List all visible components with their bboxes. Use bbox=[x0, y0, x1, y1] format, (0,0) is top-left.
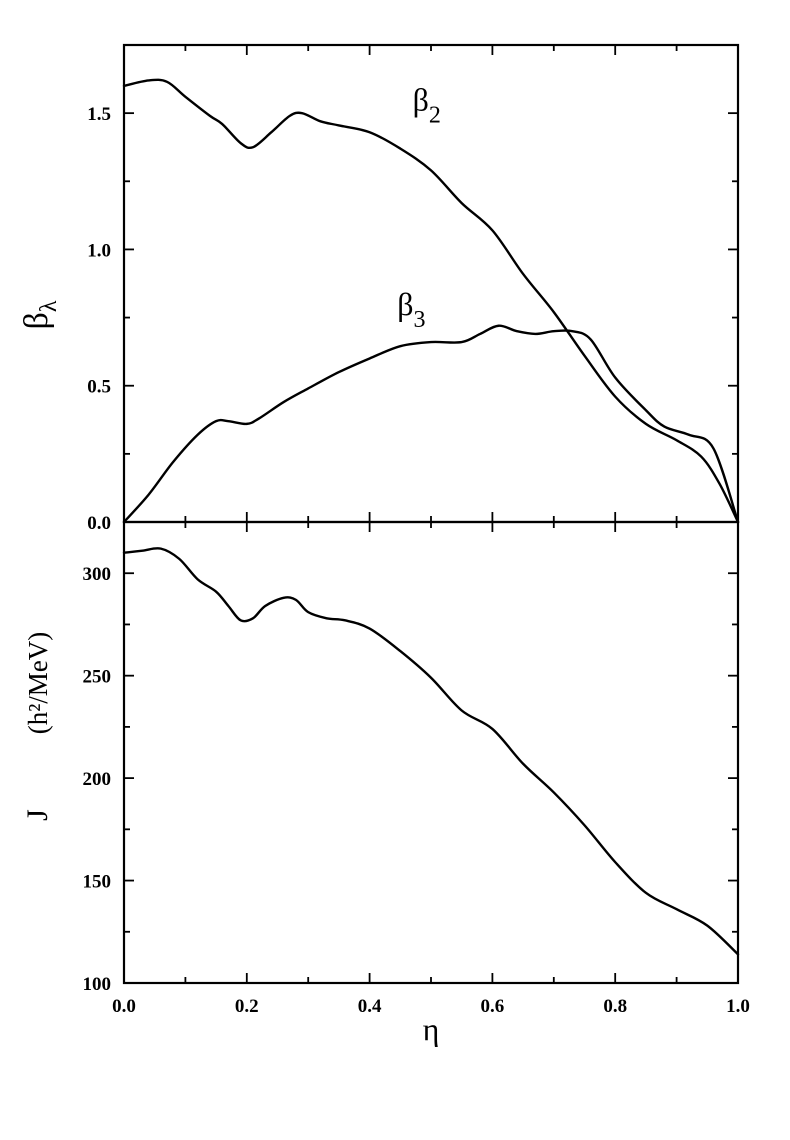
series-line-beta-3 bbox=[122, 324, 740, 524]
y-tick-label: 0.5 bbox=[87, 377, 111, 398]
x-tick-label: 0.4 bbox=[358, 996, 382, 1017]
top-panel: 0.0 0.5 1.0 1.5 β2 β3 βλ bbox=[18, 43, 740, 534]
bottom-y-axis-symbol: J bbox=[21, 809, 54, 821]
bottom-ticks bbox=[124, 522, 738, 983]
top-ytick-labels: 0.0 0.5 1.0 1.5 bbox=[87, 104, 111, 534]
top-y-axis-label: βλ bbox=[18, 300, 62, 329]
y-tick-label: 0.0 bbox=[87, 513, 111, 534]
x-tick-label: 0.8 bbox=[603, 996, 627, 1017]
series-line-beta-2 bbox=[122, 78, 740, 524]
top-series bbox=[122, 78, 740, 524]
y-tick-label: 150 bbox=[83, 872, 112, 893]
x-tick-label: 1.0 bbox=[726, 996, 750, 1017]
bottom-ytick-labels: 100 150 200 250 300 bbox=[83, 564, 112, 995]
bottom-xtick-labels: 0.0 0.2 0.4 0.6 0.8 1.0 bbox=[112, 996, 750, 1017]
y-tick-label: 200 bbox=[83, 769, 112, 790]
y-tick-label: 300 bbox=[83, 564, 112, 585]
bottom-panel: 100 150 200 250 300 0.0 0.2 0.4 0.6 0.8 1.0 J (h²… bbox=[21, 520, 750, 1047]
y-tick-label: 250 bbox=[83, 667, 112, 688]
y-tick-label: 1.0 bbox=[87, 240, 111, 261]
top-series-labels: β2 β3 bbox=[397, 81, 441, 332]
series-line-j bbox=[122, 547, 740, 956]
bottom-series bbox=[122, 547, 740, 956]
bottom-y-axis-unit: (h²/MeV) bbox=[23, 632, 53, 735]
series-label-beta-3: β3 bbox=[397, 286, 425, 333]
y-tick-label: 1.5 bbox=[87, 104, 111, 125]
x-tick-label: 0.0 bbox=[112, 996, 136, 1017]
x-tick-label: 0.2 bbox=[235, 996, 259, 1017]
x-tick-label: 0.6 bbox=[481, 996, 505, 1017]
y-tick-label: 100 bbox=[83, 974, 112, 995]
series-label-beta-2: β2 bbox=[413, 81, 441, 128]
x-axis-label: η bbox=[423, 1011, 440, 1047]
